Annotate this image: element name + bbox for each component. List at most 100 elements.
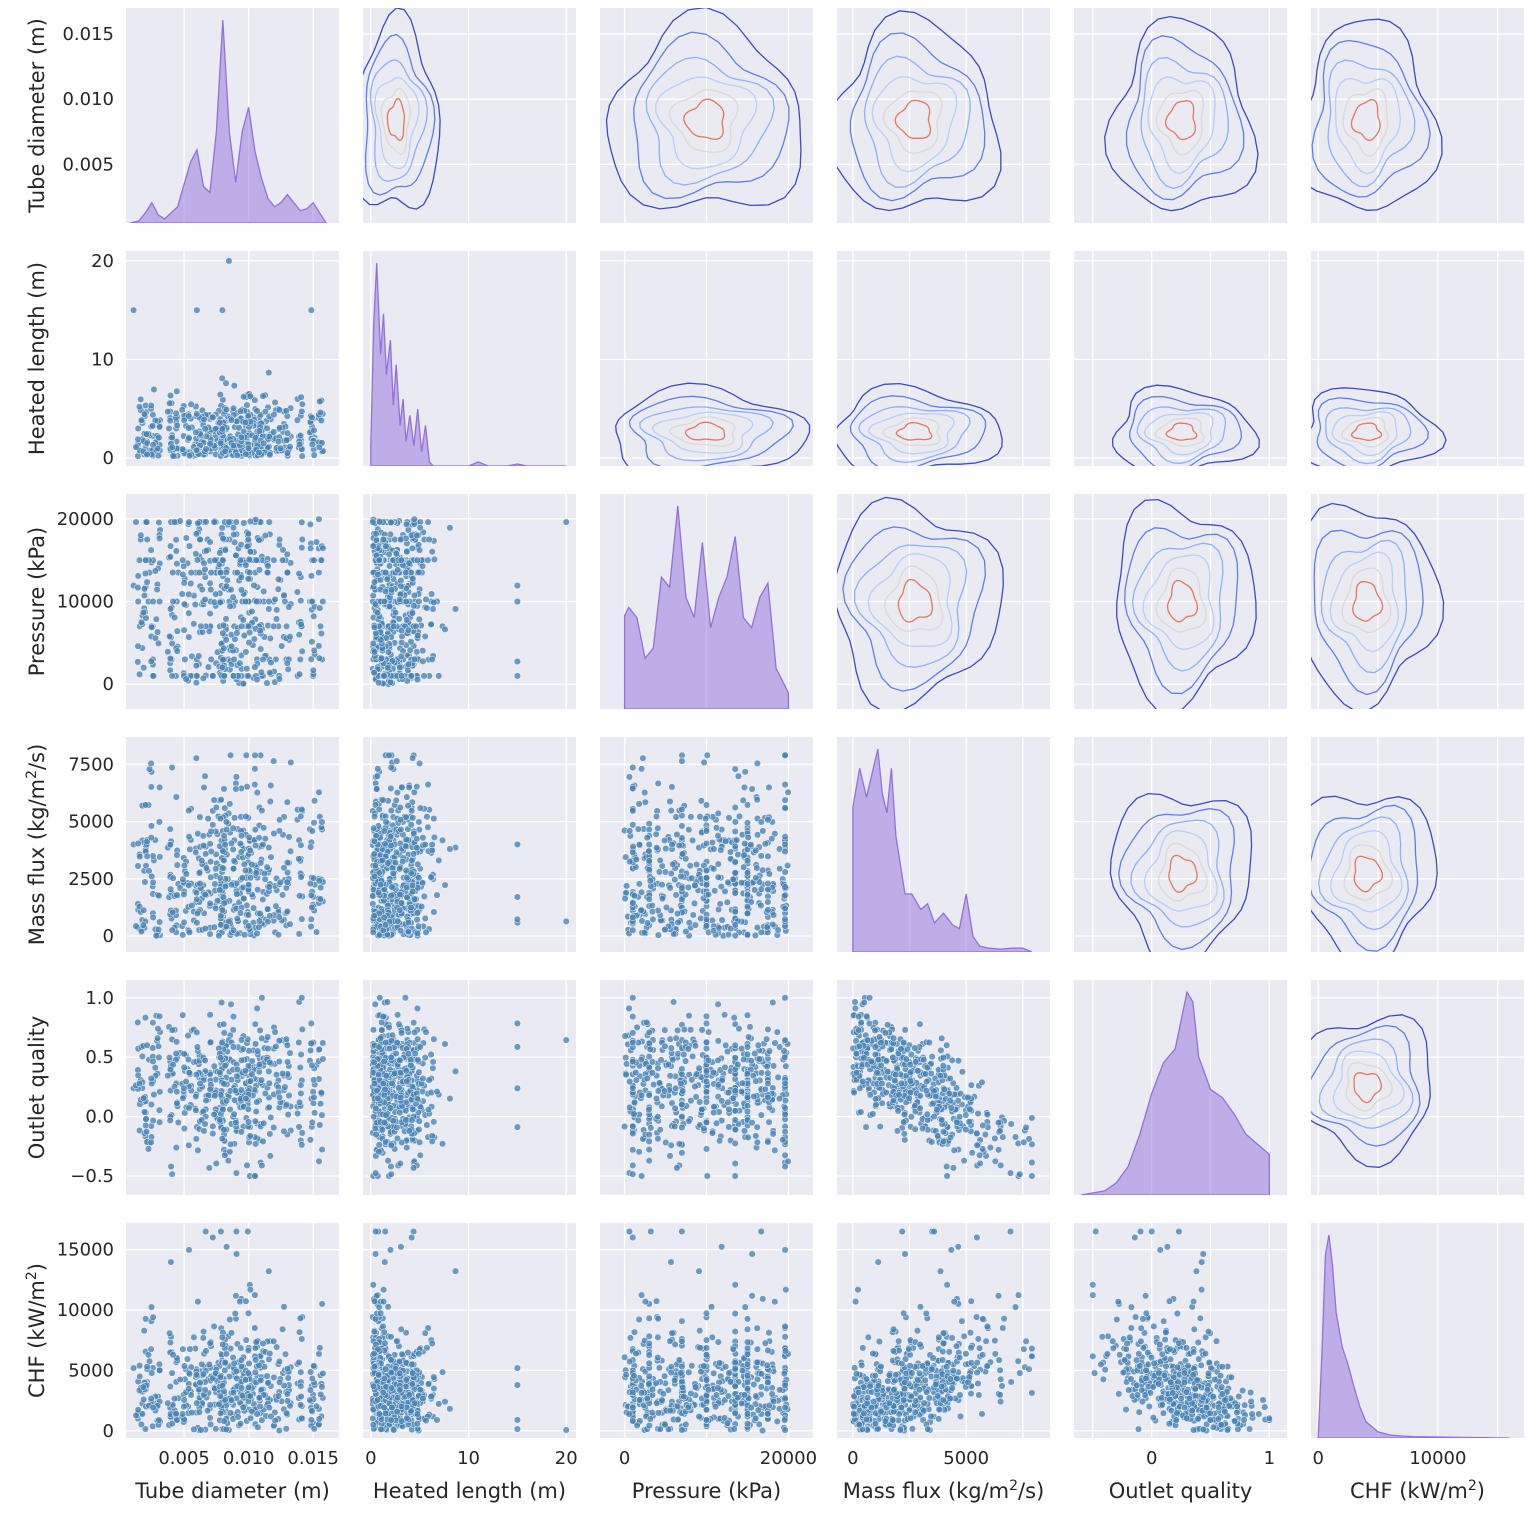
panel-background xyxy=(1074,8,1287,223)
scatter-point xyxy=(673,1164,681,1172)
scatter-point xyxy=(253,407,261,415)
panel-r3-c3 xyxy=(837,737,1050,952)
scatter-point xyxy=(397,816,405,824)
scatter-point xyxy=(179,445,187,453)
scatter-point xyxy=(748,785,756,793)
scatter-point xyxy=(731,1159,739,1168)
scatter-point xyxy=(219,629,227,637)
scatter-point xyxy=(308,1061,316,1069)
scatter-point xyxy=(424,823,432,831)
scatter-point xyxy=(667,1141,675,1149)
scatter-point xyxy=(150,385,158,394)
scatter-point xyxy=(233,1065,241,1073)
scatter-point xyxy=(372,1169,380,1177)
scatter-point xyxy=(166,632,174,640)
scatter-point xyxy=(265,369,273,377)
scatter-point xyxy=(192,662,200,670)
scatter-point xyxy=(658,895,667,903)
scatter-point xyxy=(218,1135,226,1143)
scatter-point xyxy=(179,875,187,883)
scatter-point xyxy=(692,1093,700,1101)
scatter-point xyxy=(373,1087,381,1095)
scatter-point xyxy=(632,855,640,864)
scatter-point xyxy=(254,886,262,894)
scatter-point xyxy=(562,518,570,526)
scatter-point xyxy=(630,892,639,900)
scatter-point xyxy=(166,1116,174,1124)
scatter-point xyxy=(219,556,227,564)
scatter-point xyxy=(370,824,378,832)
scatter-point xyxy=(419,647,427,655)
scatter-point xyxy=(221,1062,229,1070)
scatter-point xyxy=(723,898,731,906)
scatter-point xyxy=(307,572,315,580)
scatter-point xyxy=(307,923,315,931)
scatter-point xyxy=(668,841,676,849)
scatter-point xyxy=(654,1064,662,1072)
scatter-point xyxy=(246,846,254,854)
scatter-point xyxy=(764,1138,772,1146)
scatter-point xyxy=(740,1127,749,1135)
scatter-point xyxy=(371,1124,379,1133)
scatter-point xyxy=(688,1076,696,1084)
scatter-point xyxy=(662,903,671,912)
scatter-point xyxy=(229,845,237,853)
scatter-point xyxy=(629,848,637,856)
scatter-point xyxy=(308,597,316,606)
kde-contour xyxy=(633,31,790,200)
scatter-point xyxy=(134,1018,142,1026)
scatter-point xyxy=(768,835,776,843)
scatter-point xyxy=(285,833,293,841)
panel-content xyxy=(1104,15,1259,212)
scatter-point xyxy=(776,865,784,873)
scatter-point xyxy=(149,878,157,886)
scatter-point xyxy=(757,818,765,826)
scatter-point xyxy=(422,1028,430,1036)
scatter-point xyxy=(181,655,189,663)
scatter-point xyxy=(180,416,188,424)
scatter-point xyxy=(168,434,176,442)
scatter-point xyxy=(415,1117,423,1125)
scatter-point xyxy=(147,401,155,410)
scatter-point xyxy=(387,518,395,527)
kde-contour xyxy=(1111,384,1260,466)
scatter-point xyxy=(370,1079,379,1088)
scatter-point xyxy=(397,582,405,590)
scatter-point xyxy=(645,1157,653,1165)
scatter-point xyxy=(220,1126,228,1134)
scatter-point xyxy=(315,654,323,662)
scatter-point xyxy=(317,1089,325,1097)
scatter-point xyxy=(140,664,148,672)
scatter-point xyxy=(413,556,421,564)
scatter-point xyxy=(731,1116,739,1124)
scatter-point xyxy=(658,881,666,889)
scatter-point xyxy=(179,556,187,564)
scatter-point xyxy=(192,530,200,538)
scatter-point xyxy=(298,535,306,544)
scatter-point xyxy=(166,391,175,400)
scatter-point xyxy=(142,1121,150,1130)
scatter-point xyxy=(204,815,212,823)
scatter-point xyxy=(248,607,256,616)
scatter-point xyxy=(245,639,253,647)
scatter-point xyxy=(283,1041,291,1049)
scatter-point xyxy=(398,639,406,647)
scatter-point xyxy=(185,609,193,617)
scatter-point xyxy=(379,1013,387,1021)
scatter-point xyxy=(753,1123,761,1131)
scatter-point xyxy=(446,1095,454,1103)
scatter-point xyxy=(185,1069,194,1077)
scatter-point xyxy=(226,602,234,610)
scatter-point xyxy=(151,634,159,642)
scatter-point xyxy=(251,1172,259,1180)
scatter-point xyxy=(387,763,395,772)
scatter-point xyxy=(281,1083,289,1091)
scatter-point xyxy=(308,413,316,422)
scatter-point xyxy=(209,821,217,829)
scatter-point xyxy=(649,915,657,923)
scatter-point xyxy=(232,1119,240,1127)
scatter-point xyxy=(637,888,646,896)
scatter-point xyxy=(318,1111,326,1119)
kde-contour xyxy=(894,99,932,139)
scatter-point xyxy=(369,592,377,600)
